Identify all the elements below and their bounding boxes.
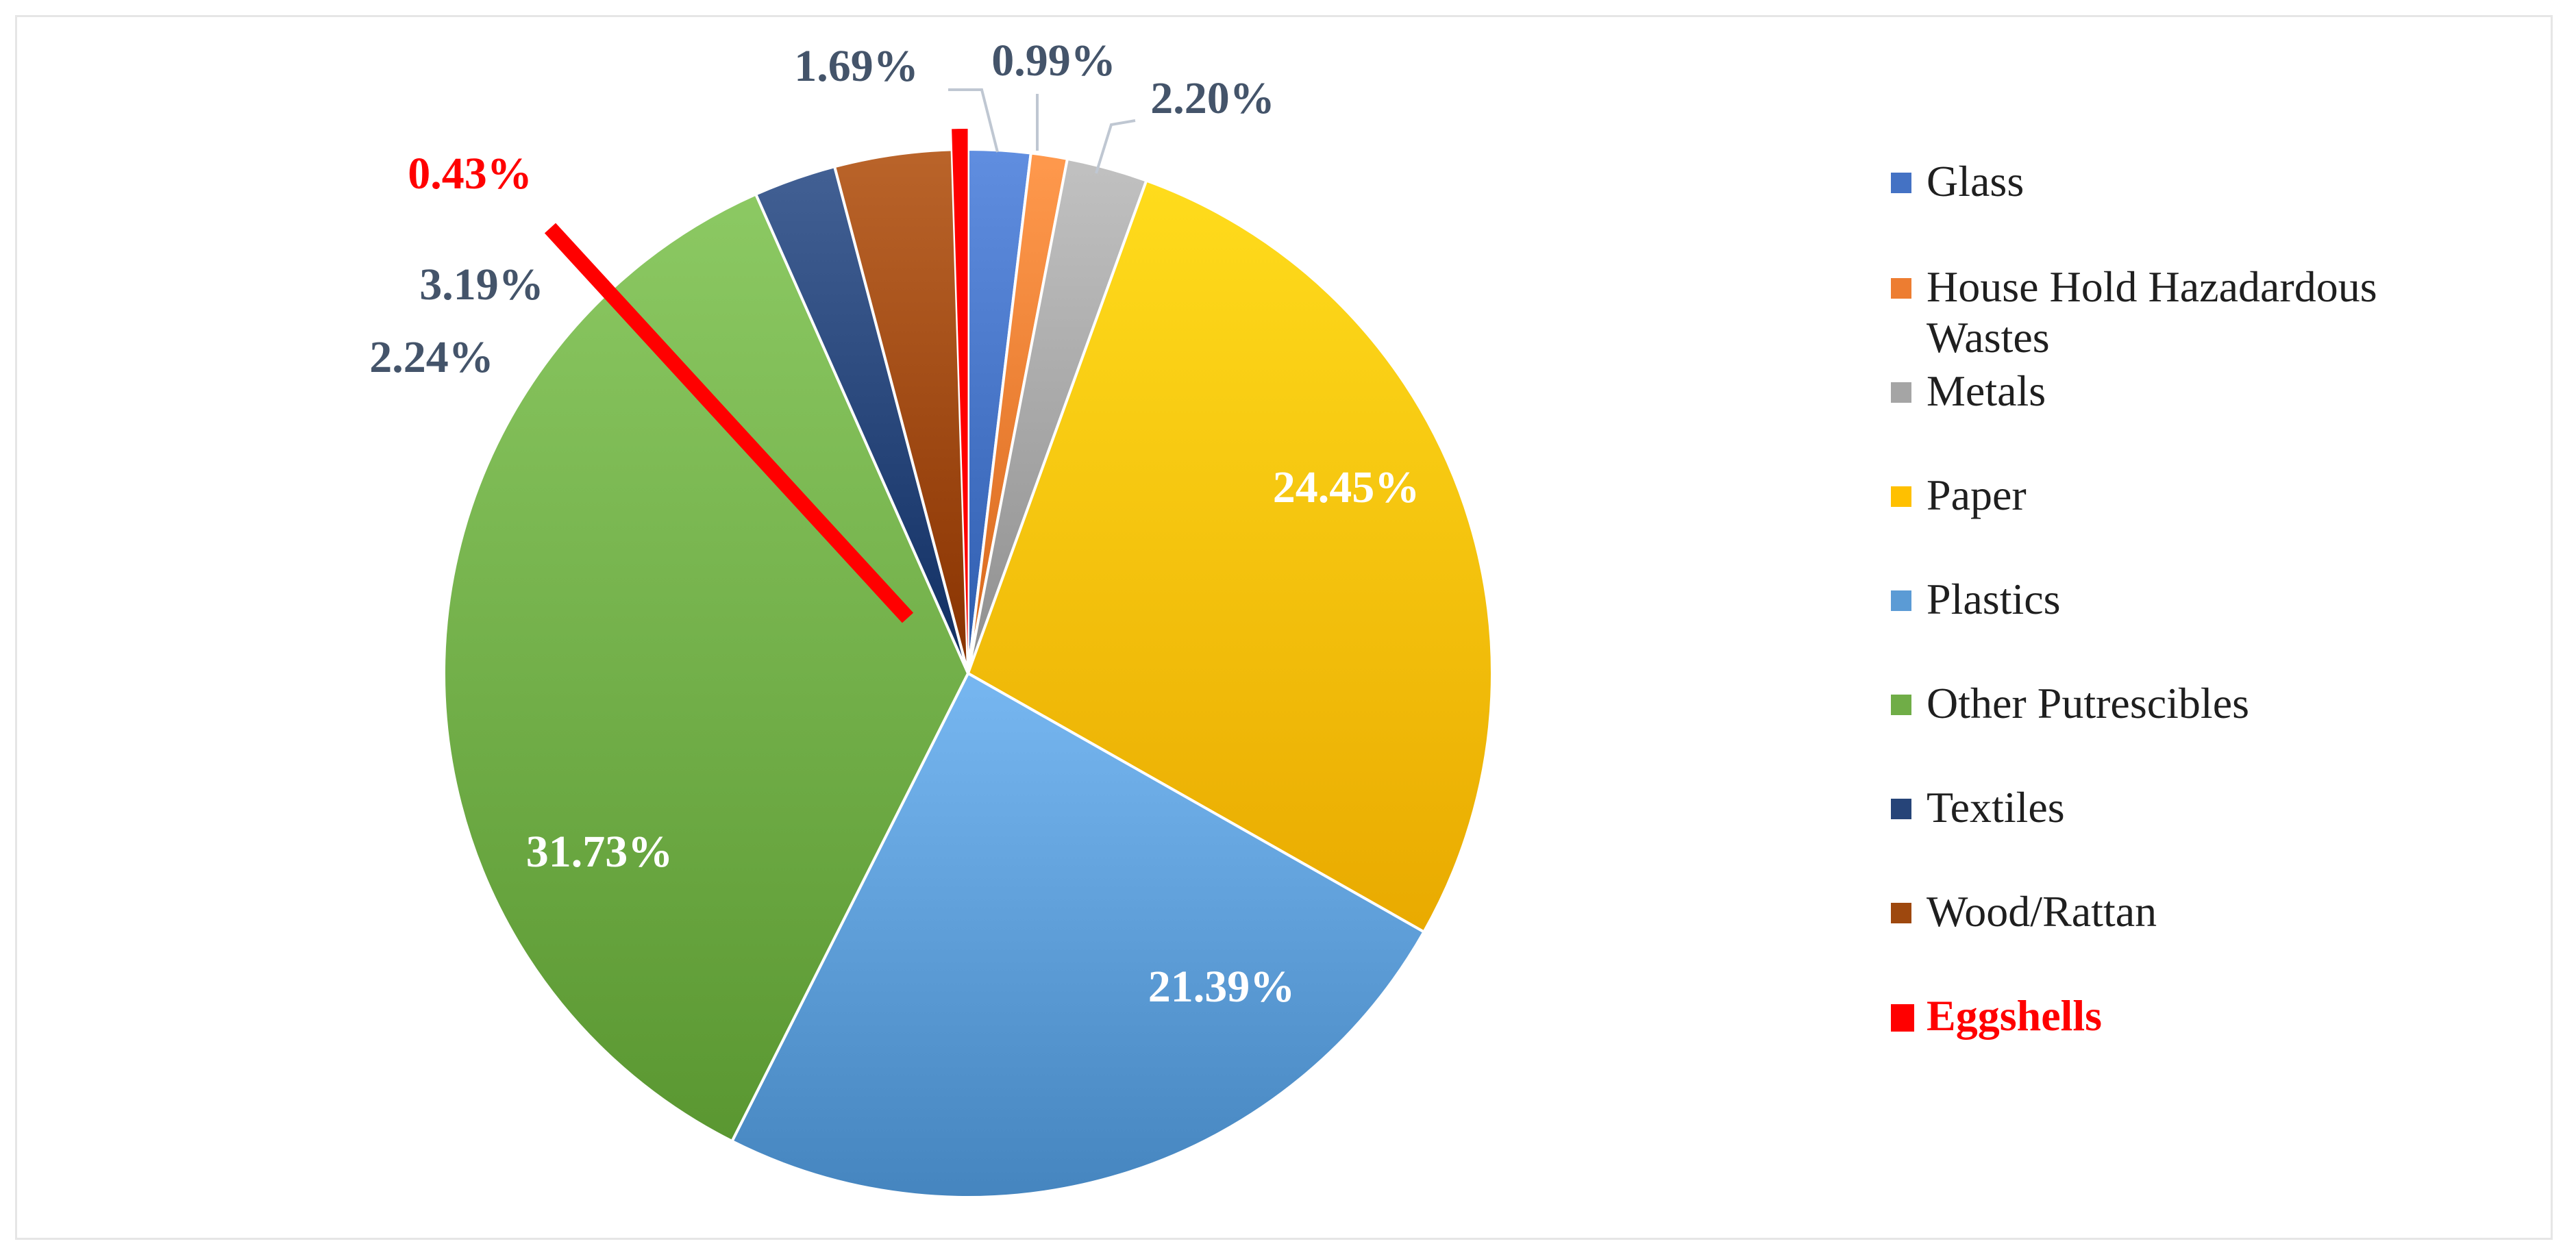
legend-swatch <box>1891 1004 1914 1032</box>
legend-label: Textiles <box>1927 783 2065 832</box>
data-label-eggshells: 0.43% <box>408 149 532 199</box>
legend-label: Wood/Rattan <box>1927 887 2157 936</box>
data-label-glass: 1.69% <box>794 41 919 91</box>
data-label-other-putrescibles: 31.73% <box>526 827 673 877</box>
highlight-pointer-eggshells <box>544 223 914 623</box>
legend-label: Glass <box>1927 157 2024 205</box>
legend-label: Other Putrescibles <box>1927 679 2249 727</box>
legend-swatch <box>1891 799 1911 819</box>
data-label-house-hold-hazadardous-wastes: 0.99% <box>991 36 1116 86</box>
data-label-wood-rattan: 3.19% <box>419 260 544 310</box>
legend-swatch <box>1891 695 1911 715</box>
data-label-textiles: 2.24% <box>369 332 494 382</box>
legend-swatch <box>1891 903 1911 923</box>
legend-swatch <box>1891 382 1911 403</box>
legend-swatch <box>1891 173 1911 193</box>
legend-swatch <box>1891 590 1911 611</box>
chart-legend: Glass House Hold Hazadardous Wastes Metals… <box>1891 0 2549 1259</box>
pie-slice-paper <box>966 179 1494 934</box>
legend-label: House Hold Hazadardous Wastes <box>1927 262 2377 362</box>
data-label-metals: 2.20% <box>1150 73 1275 123</box>
pie-slice-wood-rattan <box>832 148 969 674</box>
data-label-paper: 24.45% <box>1273 462 1420 512</box>
pie-slice-plastics <box>730 671 1426 1199</box>
legend-label: Plastics <box>1927 575 2061 623</box>
data-label-plastics: 21.39% <box>1148 962 1296 1012</box>
legend-swatch <box>1891 486 1911 507</box>
pie-slice-eggshells <box>952 129 968 653</box>
leader-line-metals <box>1095 119 1136 174</box>
legend-swatch <box>1891 278 1911 299</box>
legend-label: Metals <box>1927 366 2046 415</box>
leader-line-glass <box>948 88 999 153</box>
legend-label: Paper <box>1927 471 2027 519</box>
legend-label: Eggshells <box>1927 991 2103 1040</box>
